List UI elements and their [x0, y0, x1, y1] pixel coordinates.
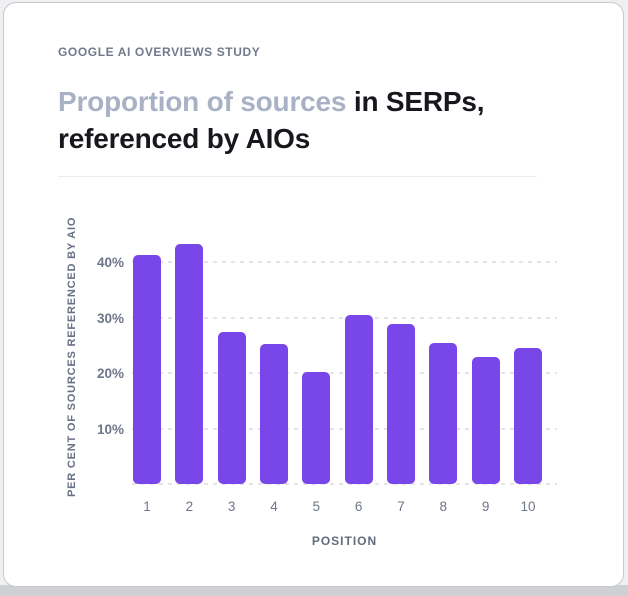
x-tick-label-1: 1: [143, 499, 151, 514]
bar-position-10: [513, 347, 542, 484]
gridline-0: [132, 483, 557, 485]
bar-position-9: [471, 356, 500, 484]
bar-position-1: [133, 254, 161, 484]
x-tick-label-10: 10: [520, 499, 536, 514]
bar-position-6: [344, 314, 373, 484]
title-divider: [58, 176, 537, 177]
x-tick-label-7: 7: [397, 499, 405, 514]
x-tick-label-8: 8: [439, 499, 448, 514]
y-tick-label-40%: 40%: [96, 255, 124, 271]
x-tick-label-5: 5: [312, 499, 321, 514]
gridline-20: [132, 372, 557, 375]
gridline-10: [132, 427, 557, 430]
bar-position-3: [217, 331, 246, 484]
y-tick-label-20%: 20%: [96, 366, 124, 382]
bar-position-4: [259, 343, 288, 484]
x-tick-label-9: 9: [481, 499, 490, 514]
plot-area: 10% 20% 30% 40% 1 2 3 4 5 6 7 8 9 10: [97, 218, 557, 514]
bar-position-7: [386, 323, 415, 484]
bar-chart: PER CENT OF SOURCES REFERENCED BY AIO 10…: [64, 217, 574, 558]
gridline-40: [132, 261, 557, 264]
background-strip: [0, 585, 628, 596]
infographic-card: GOOGLE AI OVERVIEWS STUDY Proportion of …: [3, 2, 624, 587]
study-eyebrow-label: GOOGLE AI OVERVIEWS STUDY: [58, 45, 261, 59]
x-tick-label-3: 3: [227, 499, 236, 514]
bar-position-8: [429, 343, 458, 484]
x-tick-label-6: 6: [354, 499, 363, 514]
y-axis-title: PER CENT OF SOURCES REFERENCED BY AIO: [66, 216, 78, 498]
y-tick-label-30%: 30%: [96, 310, 124, 326]
page-title-dark-part: in SERPs, referenced by AIOs: [58, 86, 485, 154]
page-title-muted-part: Proportion of sources: [58, 86, 347, 117]
x-tick-label-4: 4: [270, 499, 278, 514]
page-title: Proportion of sources in SERPs, referenc…: [58, 83, 558, 157]
x-tick-label-2: 2: [185, 499, 194, 514]
y-tick-label-10%: 10%: [96, 421, 124, 437]
gridline-30: [132, 316, 557, 319]
bar-position-5: [302, 371, 331, 484]
x-axis-title: POSITION: [311, 534, 378, 548]
bar-position-2: [175, 243, 204, 484]
